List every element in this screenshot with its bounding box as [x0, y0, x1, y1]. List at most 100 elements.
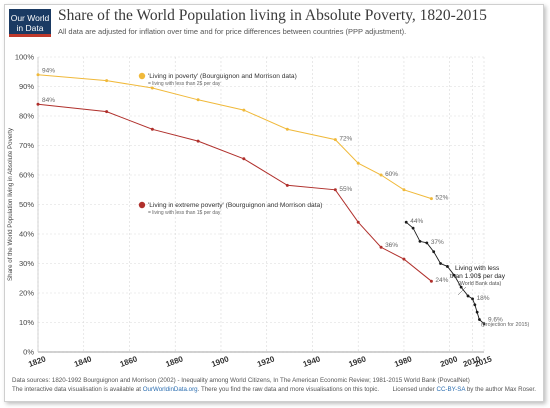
legend-extreme: 'Living in extreme poverty' (Bourguignon… [148, 202, 322, 209]
legend-worldbank-pointer [457, 286, 467, 296]
data-label-extreme: 36% [385, 242, 398, 249]
point-poverty [196, 98, 200, 102]
license-suffix: by the author Max Roser. [465, 386, 536, 393]
y-tick-label: 100% [15, 53, 35, 62]
point-worldbank [466, 294, 470, 298]
point-poverty [333, 138, 337, 142]
y-tick-label: 80% [19, 112, 34, 121]
point-extreme [36, 102, 40, 106]
point-extreme [402, 257, 406, 261]
chart-subtitle: All data are adjusted for inflation over… [58, 27, 407, 36]
license-note: Licensed under CC-BY-SA by the author Ma… [392, 386, 536, 393]
x-tick-label: 1920 [256, 354, 276, 369]
data-label-worldbank: 44% [410, 218, 423, 225]
license-link[interactable]: CC-BY-SA [436, 386, 466, 393]
grid [37, 56, 485, 353]
owid-link[interactable]: OurWorldinData.org [142, 386, 198, 393]
y-tick-label: 0% [23, 348, 34, 357]
x-tick-label: 1840 [73, 354, 93, 369]
point-worldbank [425, 241, 429, 245]
annotations: 94% 72% 60% 52% 84% 55% 36% 24% 44% 37% 18% 9.6% 'Li… [42, 68, 529, 328]
data-label-poverty: 60% [385, 171, 398, 178]
legend-poverty-sub: = living with less than 2$ per day [148, 81, 221, 87]
y-tick-label: 50% [19, 200, 34, 209]
data-label-poverty: 72% [339, 136, 352, 143]
point-worldbank [471, 297, 474, 301]
vis-note: The interactive data visualisation is av… [12, 386, 379, 393]
y-axis-label: Share of the World Population living in … [7, 127, 14, 281]
data-label-extreme: 84% [42, 97, 55, 104]
point-poverty [36, 73, 40, 77]
x-tick-label: 1980 [393, 354, 413, 369]
logo-line1: Our World [10, 13, 50, 23]
chart-title: Share of the World Population living in … [58, 7, 487, 24]
y-tick-label: 10% [19, 318, 34, 327]
legend-marker-poverty [138, 72, 146, 80]
data-sources: Data sources: 1820-1992 Bourguignon and … [12, 377, 470, 384]
legend-worldbank-line2: than 1.90$ per day [450, 273, 506, 280]
y-tick-label: 40% [19, 230, 34, 239]
point-extreme [379, 245, 383, 249]
point-poverty [105, 79, 109, 83]
point-extreme [333, 188, 337, 192]
point-worldbank [432, 250, 436, 254]
point-worldbank [482, 322, 486, 326]
legend-marker-extreme [138, 201, 146, 209]
point-extreme [196, 139, 200, 143]
legend-worldbank-sub: (World Bank data) [458, 281, 502, 287]
y-tick-label: 70% [19, 141, 34, 150]
vis-prefix: The interactive data visualisation is av… [12, 386, 143, 393]
point-extreme [285, 183, 289, 187]
point-worldbank [473, 303, 477, 307]
series-line-extreme [37, 103, 432, 282]
point-extreme [242, 157, 246, 161]
x-tick-label: 1860 [119, 354, 139, 369]
point-worldbank [459, 285, 463, 289]
data-label-poverty: 94% [42, 68, 55, 75]
y-tick-label: 60% [19, 171, 34, 180]
series-line-poverty [37, 74, 432, 200]
data-label-worldbank: 37% [431, 239, 444, 246]
x-tick-label: 1880 [164, 354, 184, 369]
vis-suffix: . There you find the raw data and more v… [197, 386, 380, 393]
data-label-worldbank: 9.6% [488, 317, 503, 324]
point-poverty [242, 108, 246, 112]
series-group [36, 73, 486, 326]
point-poverty [356, 161, 360, 165]
data-label-extreme: 24% [435, 277, 448, 284]
data-label-worldbank: 18% [477, 295, 490, 302]
point-worldbank [411, 226, 415, 230]
y-tick-label: 90% [19, 82, 34, 91]
point-poverty [379, 173, 383, 177]
y-tick-label: 20% [19, 289, 34, 298]
point-worldbank [418, 239, 422, 243]
point-poverty [150, 86, 154, 90]
chart-frame [4, 4, 544, 402]
point-extreme [105, 110, 109, 114]
x-tick-label: 2000 [439, 354, 459, 369]
legend-extreme-sub: = living with less than 1$ per day [148, 210, 221, 216]
point-worldbank [452, 273, 456, 277]
axes: 0%10%20%30%40%50%60%70%80%90%100%1820 184… [7, 53, 494, 369]
point-extreme [150, 127, 154, 131]
point-worldbank [478, 318, 481, 321]
point-poverty [402, 188, 406, 192]
license-prefix: Licensed under [392, 386, 437, 393]
point-extreme [429, 279, 433, 283]
data-label-extreme: 55% [339, 186, 352, 193]
point-worldbank [475, 310, 479, 314]
point-extreme [356, 220, 360, 224]
x-tick-label: 1900 [210, 354, 230, 369]
logo-line2: in Data [16, 23, 44, 33]
legend-worldbank: Living with less [455, 265, 500, 272]
x-tick-label: 1940 [302, 354, 322, 369]
x-tick-label: 1960 [347, 354, 367, 369]
legend-poverty: 'Living in poverty' (Bourguignon and Mor… [148, 73, 297, 80]
data-label-poverty: 52% [435, 195, 448, 202]
point-poverty [285, 127, 289, 131]
point-worldbank [439, 262, 442, 265]
point-poverty [429, 197, 433, 201]
projection-note: (projection for 2015) [481, 322, 529, 328]
owid-logo[interactable]: Our World in Data [9, 9, 51, 37]
